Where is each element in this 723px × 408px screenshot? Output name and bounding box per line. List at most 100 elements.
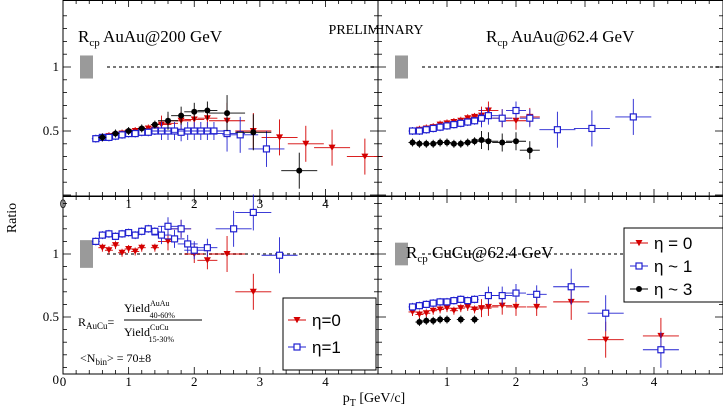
legend-marker (636, 286, 642, 292)
data-point (457, 295, 465, 303)
x-axis-title: pT [GeV/c] (343, 391, 405, 408)
data-point (443, 298, 451, 306)
data-point (464, 118, 472, 126)
data-point (190, 246, 198, 254)
series-2 (98, 95, 318, 189)
series-1 (408, 98, 652, 148)
data-point (471, 295, 479, 303)
data-point (296, 167, 303, 174)
panel-frame (377, 196, 723, 375)
data-point (457, 316, 464, 323)
legend-label: η=1 (312, 338, 341, 357)
data-point (602, 309, 610, 317)
data-point (144, 225, 152, 233)
data-point (498, 114, 506, 122)
x-tick-label: 0 (60, 374, 67, 389)
x-tick-label: 4 (651, 374, 658, 389)
data-point (236, 131, 244, 139)
panel-title-bottom-right: Rcp CuCu@62.4 GeV (406, 243, 554, 265)
data-point (125, 245, 133, 253)
normalization-box (395, 242, 408, 266)
legend-label: η ~ 3 (654, 280, 692, 299)
data-point (450, 297, 458, 305)
data-point (526, 114, 534, 122)
data-point (276, 134, 284, 141)
data-point (224, 110, 231, 117)
data-point (112, 242, 119, 249)
data-point (464, 297, 472, 305)
data-point (170, 127, 179, 135)
data-point (203, 257, 211, 264)
data-point (92, 237, 100, 245)
data-point (328, 144, 336, 151)
data-point (430, 317, 437, 324)
data-point (151, 244, 159, 251)
data-point (138, 227, 146, 235)
data-point (415, 302, 423, 310)
data-point (118, 131, 126, 139)
data-point (478, 136, 485, 143)
data-point (98, 244, 106, 251)
legend-label: η ~ 1 (654, 257, 692, 276)
data-point (471, 316, 478, 323)
data-point (457, 140, 464, 147)
data-point (223, 251, 231, 258)
data-point (131, 231, 139, 239)
data-point (409, 139, 416, 146)
y-tick-label: 1 (53, 59, 60, 74)
x-tick-label: 1 (444, 374, 451, 389)
series-1 (91, 115, 285, 167)
legend-marker (293, 343, 301, 351)
series-0 (98, 219, 272, 310)
x-tick-label: 3 (582, 374, 589, 389)
x-tick-label: 1 (125, 196, 132, 211)
data-point (429, 307, 437, 314)
data-point (125, 228, 133, 237)
legend-marker (293, 317, 301, 324)
data-point (450, 140, 457, 147)
data-point (450, 120, 458, 129)
data-point (131, 129, 139, 138)
data-point (210, 127, 218, 135)
data-point (151, 121, 158, 128)
data-point (477, 114, 486, 122)
data-point (484, 303, 492, 311)
data-point (444, 316, 450, 323)
data-point (144, 128, 152, 136)
data-point (444, 139, 450, 146)
data-point (170, 235, 179, 243)
data-point (249, 288, 257, 295)
x-tick-label: 4 (322, 196, 329, 211)
data-point (512, 117, 520, 124)
x-tick-label: 3 (257, 196, 264, 211)
panel-top-right (377, 0, 723, 197)
x-tick-label: 1 (125, 374, 132, 389)
data-point (429, 124, 437, 133)
data-point (118, 230, 126, 238)
legend-label: η = 0 (654, 234, 692, 253)
data-point (184, 240, 192, 248)
data-point (423, 317, 430, 324)
data-point (223, 129, 231, 138)
data-point (408, 303, 417, 311)
data-point (629, 113, 637, 121)
data-point (499, 139, 506, 146)
data-point (138, 244, 146, 251)
data-point (437, 139, 444, 146)
data-point (177, 225, 185, 233)
data-point (512, 106, 520, 115)
data-point (125, 128, 132, 134)
data-point (429, 299, 437, 307)
data-point (178, 112, 185, 119)
normalization-box (80, 55, 93, 79)
panel-bottom-right: 1 2 3 4 (377, 196, 723, 389)
legend-marker (635, 240, 643, 247)
data-point (457, 305, 465, 312)
legend-marker (635, 262, 643, 270)
data-point (302, 140, 310, 147)
data-point (416, 140, 423, 147)
